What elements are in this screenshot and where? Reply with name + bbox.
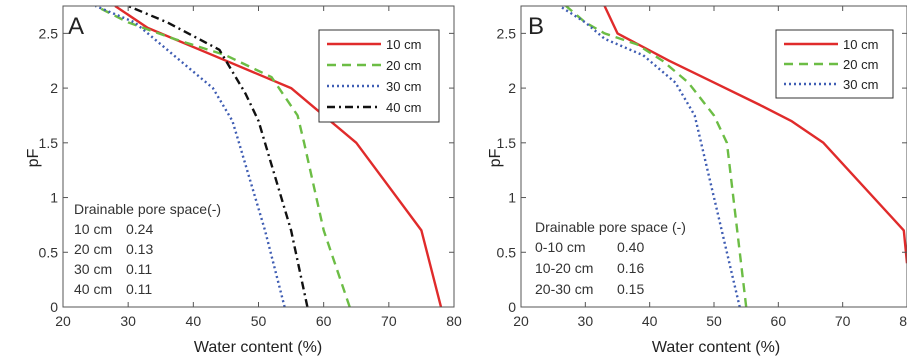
panel-a: 20 30 40 50 60 70 80 0 0.5 1 1.5 2 2.5 10 cm 20 cm 30 c… <box>25 5 462 356</box>
panel-b-annotation-value: 0.16 <box>617 260 644 276</box>
panel-a-x-tick-label: 60 <box>316 313 332 329</box>
panel-a-x-tick-label: 40 <box>186 313 202 329</box>
panel-b-label: B <box>528 13 544 40</box>
panel-b: 20 30 40 50 60 70 80 0 0.5 1 1.5 2 2.5 10 cm 20 cm 30 c… <box>487 5 907 356</box>
panel-a-x-axis-label: Water content (%) <box>194 339 322 356</box>
panel-b-annotation: Drainable pore space (-) 0-10 cm 0.40 10… <box>535 219 686 297</box>
panel-a-series-line <box>127 6 309 307</box>
panel-b-series-line <box>558 6 741 307</box>
panel-b-y-tick-label: 0 <box>508 299 516 315</box>
panel-a-y-tick-label: 0.5 <box>39 244 59 260</box>
panel-b-annotation-title: Drainable pore space (-) <box>535 219 686 235</box>
panel-b-x-tick-label: 50 <box>706 313 722 329</box>
panel-b-x-tick-label: 80 <box>899 313 907 329</box>
panel-b-x-tick-label: 70 <box>835 313 851 329</box>
panel-a-annotation-depth: 40 cm <box>74 281 112 297</box>
panel-b-y-tick-label: 2 <box>508 80 516 96</box>
panel-b-legend-label: 30 cm <box>843 77 878 92</box>
panel-a-legend-label: 30 cm <box>386 79 421 94</box>
panel-b-x-axis-label: Water content (%) <box>652 339 780 356</box>
panel-b-annotation-depth: 10-20 cm <box>535 260 593 276</box>
panel-b-annotation-value: 0.15 <box>617 281 644 297</box>
panel-b-x-tick-label: 30 <box>578 313 594 329</box>
panel-a-annotation-title: Drainable pore space(-) <box>74 201 221 217</box>
panel-a-y-tick-label: 2.5 <box>39 25 59 41</box>
panel-a-y-tick-label: 1 <box>50 190 58 206</box>
panel-a-x-tick-label: 80 <box>446 313 462 329</box>
panel-a-annotation-value: 0.24 <box>126 221 153 237</box>
panel-a-plot: 20 30 40 50 60 70 80 0 0.5 1 1.5 2 2.5 10 cm 20 cm 30 c… <box>39 5 462 329</box>
panel-a-legend-label: 10 cm <box>386 37 421 52</box>
panel-b-y-tick-label: 2.5 <box>497 25 517 41</box>
panel-a-x-tick-label: 70 <box>381 313 397 329</box>
panel-b-annotation-depth: 0-10 cm <box>535 239 586 255</box>
panel-b-y-tick-label: 1.5 <box>497 135 517 151</box>
panel-a-series-line <box>95 6 286 307</box>
panel-b-series-line <box>565 6 748 307</box>
panel-b-annotation-value: 0.40 <box>617 239 644 255</box>
panel-a-legend-label: 40 cm <box>386 100 421 115</box>
panel-a-x-tick-label: 30 <box>120 313 136 329</box>
panel-b-y-tick-label: 0.5 <box>497 244 517 260</box>
panel-a-series-line <box>95 6 351 307</box>
panel-a-annotation-depth: 30 cm <box>74 261 112 277</box>
panel-b-y-tick-label: 1 <box>508 190 516 206</box>
panel-b-x-tick-label: 20 <box>513 313 529 329</box>
panel-b-x-tick-label: 60 <box>771 313 787 329</box>
panel-b-legend-label: 10 cm <box>843 37 878 52</box>
panel-a-x-tick-label: 50 <box>251 313 267 329</box>
panel-a-legend-label: 20 cm <box>386 58 421 73</box>
panel-a-y-tick-label: 0 <box>50 299 58 315</box>
panel-a-annotation-value: 0.11 <box>126 281 152 297</box>
panel-b-x-tick-label: 40 <box>642 313 658 329</box>
panel-a-annotation-depth: 10 cm <box>74 221 112 237</box>
panel-b-annotation-depth: 20-30 cm <box>535 281 593 297</box>
panel-b-legend-label: 20 cm <box>843 57 878 72</box>
panel-a-annotation-depth: 20 cm <box>74 241 112 257</box>
panel-a-annotation-value: 0.13 <box>126 241 153 257</box>
panel-a-annotation: Drainable pore space(-) 10 cm 0.24 20 cm… <box>74 201 221 297</box>
panel-b-legend: 10 cm 20 cm 30 cm <box>775 29 894 99</box>
panel-a-legend: 10 cm 20 cm 30 cm 40 cm <box>318 29 440 123</box>
panel-a-x-tick-label: 20 <box>55 313 71 329</box>
panel-a-y-tick-label: 1.5 <box>39 135 59 151</box>
panel-b-y-axis-label: pF <box>487 148 504 167</box>
panel-a-y-tick-label: 2 <box>50 80 58 96</box>
panel-a-annotation-value: 0.11 <box>126 261 152 277</box>
panel-a-label: A <box>68 13 84 40</box>
panel-a-y-axis-label: pF <box>25 148 42 167</box>
panel-b-plot: 20 30 40 50 60 70 80 0 0.5 1 1.5 2 2.5 10 cm 20 cm 30 c… <box>497 5 907 329</box>
